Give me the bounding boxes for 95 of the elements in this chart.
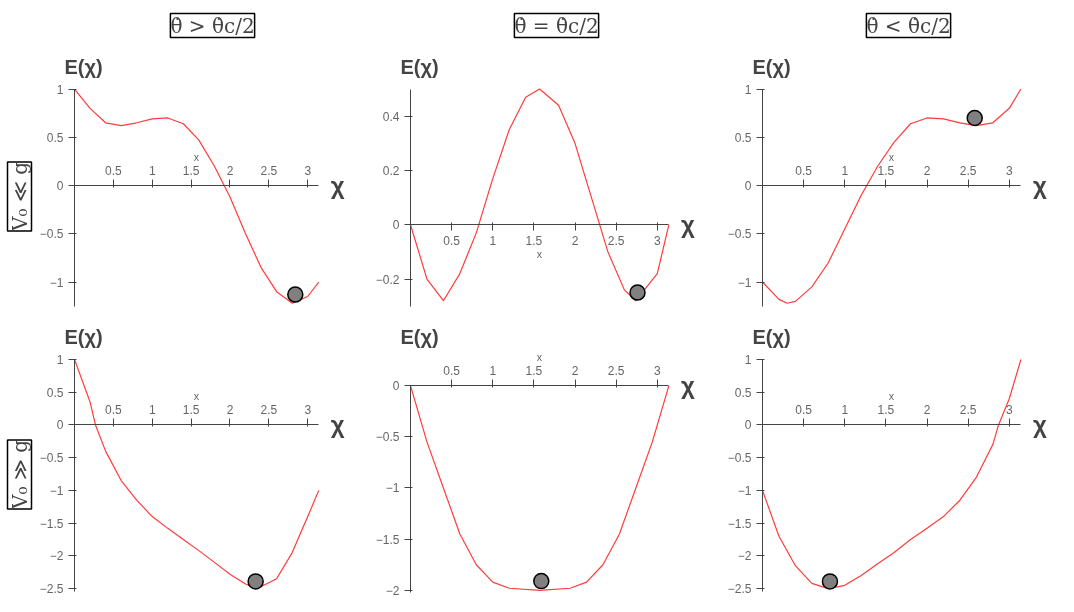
chart-title: θ̇ > θ̇c/2 <box>170 13 255 38</box>
x-tick-label: 1.5 <box>877 163 895 178</box>
x-tick-label: 0.5 <box>443 363 461 378</box>
y-tick-label: 1 <box>56 352 64 367</box>
x-tick-label: 2.5 <box>959 402 977 417</box>
x-axis-title: χ <box>330 411 345 439</box>
annotation: x <box>193 389 200 402</box>
text: V₀ ≪ g <box>7 161 32 232</box>
y-tick-label: −1.5 <box>375 532 400 547</box>
x-tick-label: 0.5 <box>795 402 813 417</box>
y-axis-title: E(χ) <box>64 325 103 348</box>
x-tick-label: 1 <box>148 163 156 178</box>
y-axis-title: E(χ) <box>400 55 439 78</box>
x-tick-label: 0.5 <box>105 402 123 417</box>
chart-title: θ̇ < θ̇c/2 <box>866 13 951 38</box>
y-tick-label: 0.2 <box>382 163 400 178</box>
y-tick-label: −2 <box>385 583 400 598</box>
y-tick-label: −0.5 <box>727 227 752 242</box>
x-tick-label: 1.5 <box>525 363 543 378</box>
line-series <box>410 88 670 302</box>
y-tick-label: 0 <box>56 418 64 433</box>
annotation: x <box>888 389 895 402</box>
y-tick-label: −2 <box>49 549 64 564</box>
x-tick-label: 3 <box>1005 402 1013 417</box>
annotation: x <box>888 150 895 163</box>
y-tick-label: 1 <box>744 82 752 97</box>
x-tick-label: 3 <box>304 163 312 178</box>
y-tick-label: −0.5 <box>39 451 64 466</box>
x-tick-label: 1 <box>489 233 497 248</box>
x-tick-label: 1 <box>489 363 497 378</box>
x-tick-label: 1.5 <box>182 163 200 178</box>
x-tick-label: 2.5 <box>607 363 625 378</box>
x-tick-label: 0.5 <box>795 163 813 178</box>
y-tick-label: 0.5 <box>46 130 64 145</box>
y-tick-label: 0 <box>744 418 752 433</box>
y-tick-label: 1 <box>744 352 752 367</box>
x-tick-label: 3 <box>653 233 661 248</box>
x-tick-label: 0.5 <box>105 163 123 178</box>
text: V₀ ≫ g <box>7 439 32 510</box>
y-tick-label: −1 <box>385 481 400 496</box>
y-axis-title: E(χ) <box>752 325 791 348</box>
x-tick-label: 3 <box>1005 163 1013 178</box>
y-tick-label: −0.2 <box>375 272 400 287</box>
y-tick-label: 0.5 <box>46 385 64 400</box>
y-tick-label: 0 <box>744 179 752 194</box>
chart-title: θ̇ = θ̇c/2 <box>514 13 599 38</box>
annotation: x <box>536 247 543 260</box>
y-tick-label: −1.5 <box>39 516 64 531</box>
y-axis-title: E(χ) <box>752 55 791 78</box>
y-tick-label: −2.5 <box>727 582 752 597</box>
x-tick-label: 2 <box>571 363 579 378</box>
y-tick-label: −2 <box>737 549 752 564</box>
x-tick-label: 2.5 <box>607 233 625 248</box>
x-tick-label: 2 <box>226 402 234 417</box>
x-tick-label: 2 <box>923 163 931 178</box>
y-tick-label: −0.5 <box>727 451 752 466</box>
x-tick-label: 3 <box>304 402 312 417</box>
y-tick-label: −0.5 <box>39 227 64 242</box>
x-axis-title: χ <box>680 211 695 239</box>
annotation: x <box>193 150 200 163</box>
y-tick-label: −1 <box>737 483 752 498</box>
y-tick-label: 0.5 <box>734 130 752 145</box>
y-axis-title: E(χ) <box>64 55 103 78</box>
x-tick-label: 1 <box>841 402 849 417</box>
x-tick-label: 2.5 <box>260 163 278 178</box>
x-tick-label: 0.5 <box>443 233 461 248</box>
x-axis-title: χ <box>680 372 695 400</box>
y-tick-label: −0.5 <box>375 430 400 445</box>
x-axis-title: χ <box>1032 172 1047 200</box>
x-tick-label: 1.5 <box>525 233 543 248</box>
y-tick-label: −1.5 <box>727 516 752 531</box>
x-tick-label: 2 <box>226 163 234 178</box>
y-tick-label: −1 <box>49 483 64 498</box>
x-tick-label: 1.5 <box>182 402 200 417</box>
y-tick-label: −2.5 <box>39 582 64 597</box>
x-tick-label: 2.5 <box>959 163 977 178</box>
x-tick-label: 1.5 <box>877 402 895 417</box>
y-axis-title: E(χ) <box>400 325 439 348</box>
y-tick-label: 0.4 <box>382 109 400 124</box>
y-tick-label: 0 <box>392 218 400 233</box>
text: x <box>536 350 543 363</box>
x-tick-label: 2.5 <box>260 402 278 417</box>
x-tick-label: 1 <box>841 163 849 178</box>
y-tick-label: 0 <box>56 179 64 194</box>
y-tick-label: −1 <box>49 275 64 290</box>
y-tick-label: 1 <box>56 82 64 97</box>
y-tick-label: 0 <box>392 379 400 394</box>
x-axis-title: χ <box>330 172 345 200</box>
y-tick-label: 0.5 <box>734 385 752 400</box>
y-tick-label: −1 <box>737 275 752 290</box>
x-axis-title: χ <box>1032 411 1047 439</box>
x-tick-label: 2 <box>923 402 931 417</box>
x-tick-label: 1 <box>148 402 156 417</box>
x-tick-label: 3 <box>653 363 661 378</box>
x-tick-label: 2 <box>571 233 579 248</box>
